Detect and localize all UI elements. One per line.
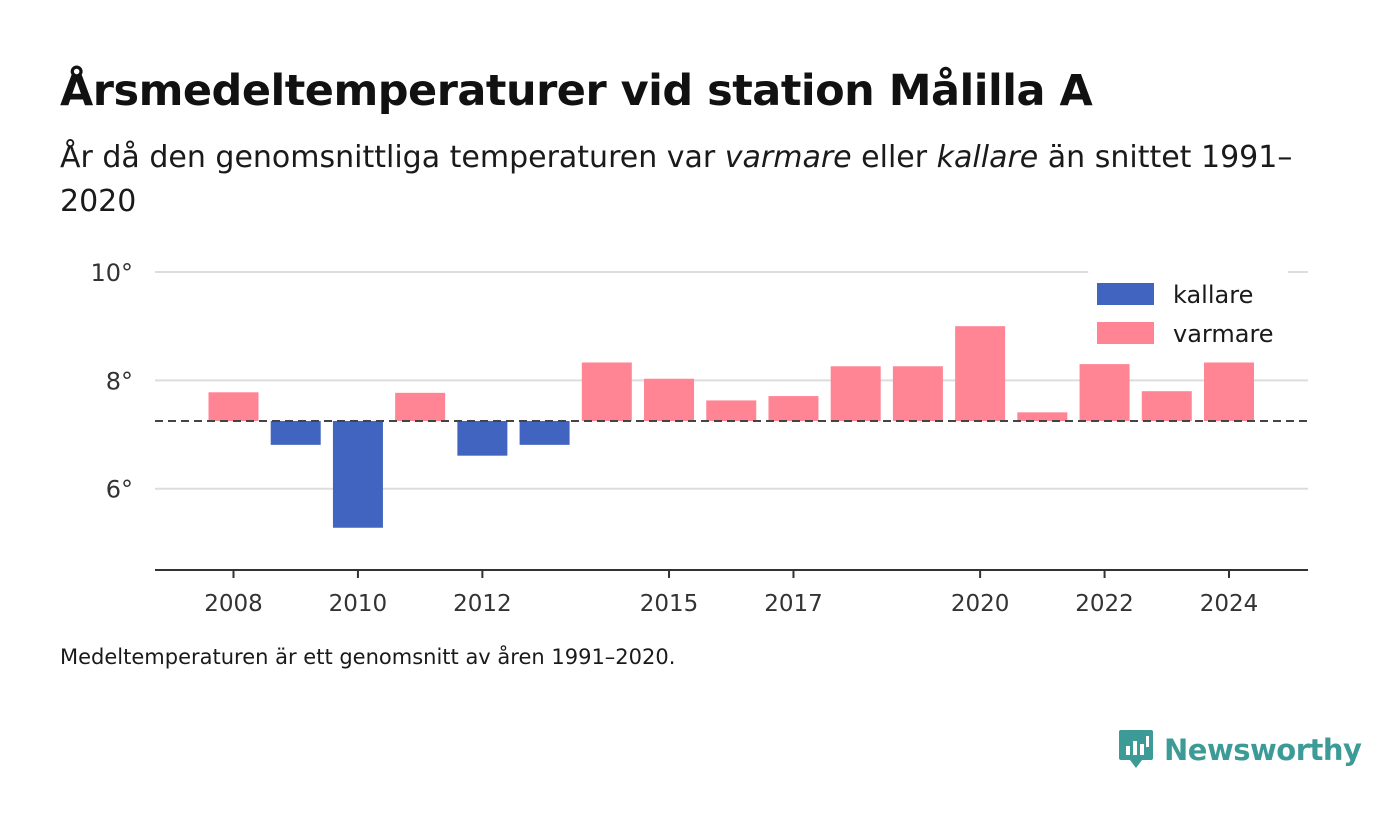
bar-2014 [581, 362, 632, 421]
subtitle-prefix: År då den genomsnittliga temperaturen va… [60, 140, 725, 175]
bar-2016 [706, 400, 757, 421]
x-tick-label: 2012 [453, 591, 512, 617]
bars-layer [208, 326, 1254, 528]
legend-swatch-kallare [1097, 283, 1154, 305]
bar-2017 [768, 396, 819, 421]
x-tick-label: 2010 [329, 591, 388, 617]
axis-layer: 6° 8° 10° 2008 2010 2012 2015 2017 2020 2022 2024 [90, 259, 1308, 617]
y-tick-label: 8° [106, 367, 133, 395]
legend: kallare varmare [1088, 270, 1288, 356]
bar-2019 [892, 366, 943, 421]
brand-name: Newsworthy [1164, 733, 1362, 767]
chart-title: Årsmedeltemperaturer vid station Målilla… [60, 66, 1093, 116]
x-tick-label: 2008 [204, 591, 263, 617]
x-tick-label: 2020 [951, 591, 1010, 617]
newsworthy-logo-icon [1119, 730, 1153, 768]
legend-label-kallare: kallare [1173, 281, 1253, 309]
bar-2015 [644, 378, 695, 421]
bar-2013 [519, 421, 570, 445]
bar-2020 [955, 326, 1006, 421]
y-tick-label: 10° [90, 259, 133, 287]
x-tick-label: 2022 [1075, 591, 1134, 617]
y-tick-label: 6° [106, 476, 133, 504]
x-tick-label: 2017 [764, 591, 823, 617]
bar-2021 [1017, 412, 1068, 421]
brand-logo: Newsworthy [1118, 728, 1362, 772]
subtitle-warm-word: varmare [724, 140, 852, 175]
bar-2008 [208, 392, 259, 421]
bar-2022 [1079, 364, 1130, 421]
legend-label-varmare: varmare [1173, 320, 1274, 348]
x-tick-label: 2024 [1200, 591, 1259, 617]
subtitle-middle: eller [851, 140, 937, 175]
bar-2012 [457, 421, 508, 456]
bar-2023 [1141, 391, 1192, 421]
footnote: Medeltemperaturen är ett genomsnitt av å… [60, 645, 676, 669]
bar-2018 [830, 366, 881, 421]
bar-2011 [395, 392, 446, 421]
bar-2009 [270, 421, 321, 445]
chart-subtitle: År då den genomsnittliga temperaturen va… [60, 136, 1300, 224]
bar-2024 [1204, 362, 1254, 421]
x-tick-label: 2015 [640, 591, 699, 617]
legend-swatch-varmare [1097, 322, 1154, 344]
subtitle-cold-word: kallare [936, 140, 1039, 175]
subtitle-suffix: än snittet 1991–2020 [60, 140, 1293, 219]
bar-2010 [332, 421, 383, 528]
